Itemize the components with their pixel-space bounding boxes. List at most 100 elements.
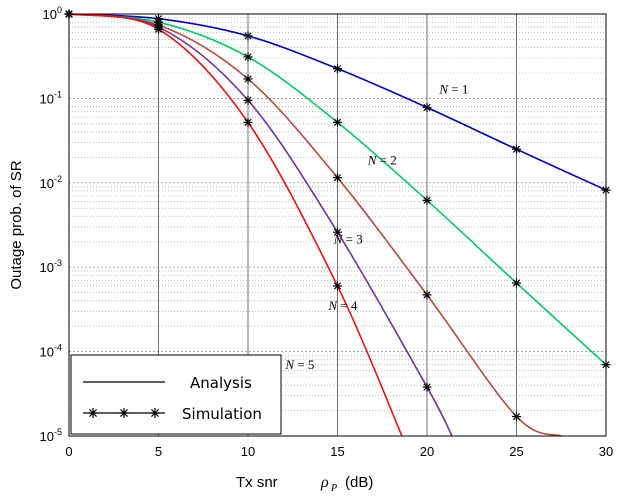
x-tick-label: 30 <box>599 444 613 459</box>
sim-marker-n4 <box>333 227 342 237</box>
curve-label-var: N <box>327 298 338 313</box>
star-stroke <box>89 409 97 417</box>
sim-marker-n2 <box>333 117 342 127</box>
sim-marker-n1 <box>243 31 253 41</box>
legend-star <box>150 408 160 418</box>
sim-marker-n2 <box>512 278 521 288</box>
curve-label-value: = 2 <box>376 152 396 167</box>
legend-box <box>70 354 282 435</box>
x-axis-label-unit: (dB) <box>345 474 373 491</box>
x-axis-label: Tx snr ρ P (dB) <box>236 474 373 494</box>
curve-label-value: = 1 <box>448 81 468 96</box>
star-stroke <box>244 53 252 61</box>
star-stroke <box>333 228 342 236</box>
legend-simulation-label: Simulation <box>182 405 262 423</box>
star-stroke <box>423 291 431 299</box>
sim-marker-n4 <box>243 95 253 105</box>
sim-marker-n1 <box>333 64 342 74</box>
sim-marker-n2 <box>422 195 432 205</box>
curve-n5 <box>68 13 403 437</box>
y-tick-label: 10-4 <box>40 343 62 360</box>
legend: Analysis Simulation <box>70 354 282 435</box>
x-tick-label: 15 <box>330 444 344 459</box>
sim-marker-n5 <box>154 24 163 34</box>
star-stroke <box>333 282 342 290</box>
x-tick-label: 20 <box>420 444 434 459</box>
star-stroke <box>333 118 342 126</box>
x-tick-label: 0 <box>65 444 72 459</box>
sim-marker-n5 <box>333 281 342 291</box>
y-tick-exponent: -5 <box>54 427 62 437</box>
simulation-markers <box>64 9 611 422</box>
curve-label-n2: N = 2 <box>367 152 397 167</box>
sim-marker-n3 <box>512 412 521 422</box>
curve-label-value: = 5 <box>294 357 314 372</box>
curve-label-n1: N = 1 <box>438 81 468 96</box>
curve-label-n5: N = 5 <box>284 357 314 372</box>
curve-label-n4: N = 4 <box>327 298 358 313</box>
star-stroke <box>120 409 128 417</box>
plot-frame <box>68 13 607 437</box>
sim-marker-n3 <box>243 74 253 84</box>
y-tick-base: 10 <box>40 91 54 106</box>
curve-label-value: = 4 <box>337 298 358 313</box>
curve-label-n3: N = 3 <box>333 232 363 247</box>
star-stroke <box>333 174 342 182</box>
y-tick-base: 10 <box>40 260 54 275</box>
x-axis-label-subscript: P <box>330 483 337 494</box>
star-stroke <box>512 145 521 153</box>
star-stroke <box>423 383 431 391</box>
x-tick-label: 25 <box>509 444 523 459</box>
y-tick-exponent: 0 <box>57 5 62 15</box>
star-stroke <box>244 96 252 104</box>
y-tick-base: 10 <box>43 7 57 22</box>
star-stroke <box>423 103 431 112</box>
sim-marker-n3 <box>422 290 432 300</box>
sim-marker-n5 <box>243 117 253 127</box>
star-stroke <box>244 32 252 40</box>
star-stroke <box>151 409 159 417</box>
star-stroke <box>154 25 163 33</box>
x-axis-label-symbol: ρ <box>320 474 329 491</box>
star-stroke <box>423 196 431 204</box>
y-tick-label: 10-3 <box>40 258 62 275</box>
sim-marker-n2 <box>243 52 253 62</box>
y-tick-label: 10-2 <box>40 174 62 191</box>
y-tick-label: 10-1 <box>40 89 62 106</box>
curve-label-value: = 3 <box>342 232 362 247</box>
star-stroke <box>244 118 252 126</box>
curve-labels: N = 1N = 2N = 3N = 4N = 5 <box>284 81 468 372</box>
curve-label-var: N <box>333 232 344 247</box>
y-axis-label: Outage prob. of SR <box>8 160 25 289</box>
legend-star <box>88 408 98 418</box>
y-tick-base: 10 <box>40 345 54 360</box>
y-tick-label: 10-5 <box>40 427 62 444</box>
star-stroke <box>333 65 342 73</box>
sim-marker-n1 <box>512 144 521 154</box>
star-stroke <box>512 279 521 287</box>
sim-marker-n1 <box>422 103 432 113</box>
y-tick-exponent: -2 <box>54 174 62 184</box>
y-tick-exponent: -3 <box>54 258 62 268</box>
x-axis-label-prefix: Tx snr <box>236 474 278 491</box>
legend-simulation-stars <box>88 408 160 418</box>
y-tick-base: 10 <box>40 429 54 444</box>
curve-label-var: N <box>438 81 449 96</box>
y-tick-base: 10 <box>40 176 54 191</box>
curve-label-var: N <box>367 152 378 167</box>
legend-analysis-label: Analysis <box>190 374 252 392</box>
y-tick-exponent: -4 <box>54 343 62 353</box>
star-stroke <box>512 412 521 421</box>
curve-label-var: N <box>284 357 295 372</box>
sim-marker-n4 <box>422 382 432 392</box>
y-tick-label: 100 <box>43 5 62 22</box>
sim-marker-n3 <box>333 173 342 183</box>
x-tick-label: 5 <box>155 444 162 459</box>
y-tick-exponent: -1 <box>54 89 62 99</box>
legend-star <box>119 408 129 418</box>
star-stroke <box>244 75 252 83</box>
x-tick-labels: 0 5 10 15 20 25 30 <box>65 444 613 459</box>
x-tick-label: 10 <box>241 444 255 459</box>
